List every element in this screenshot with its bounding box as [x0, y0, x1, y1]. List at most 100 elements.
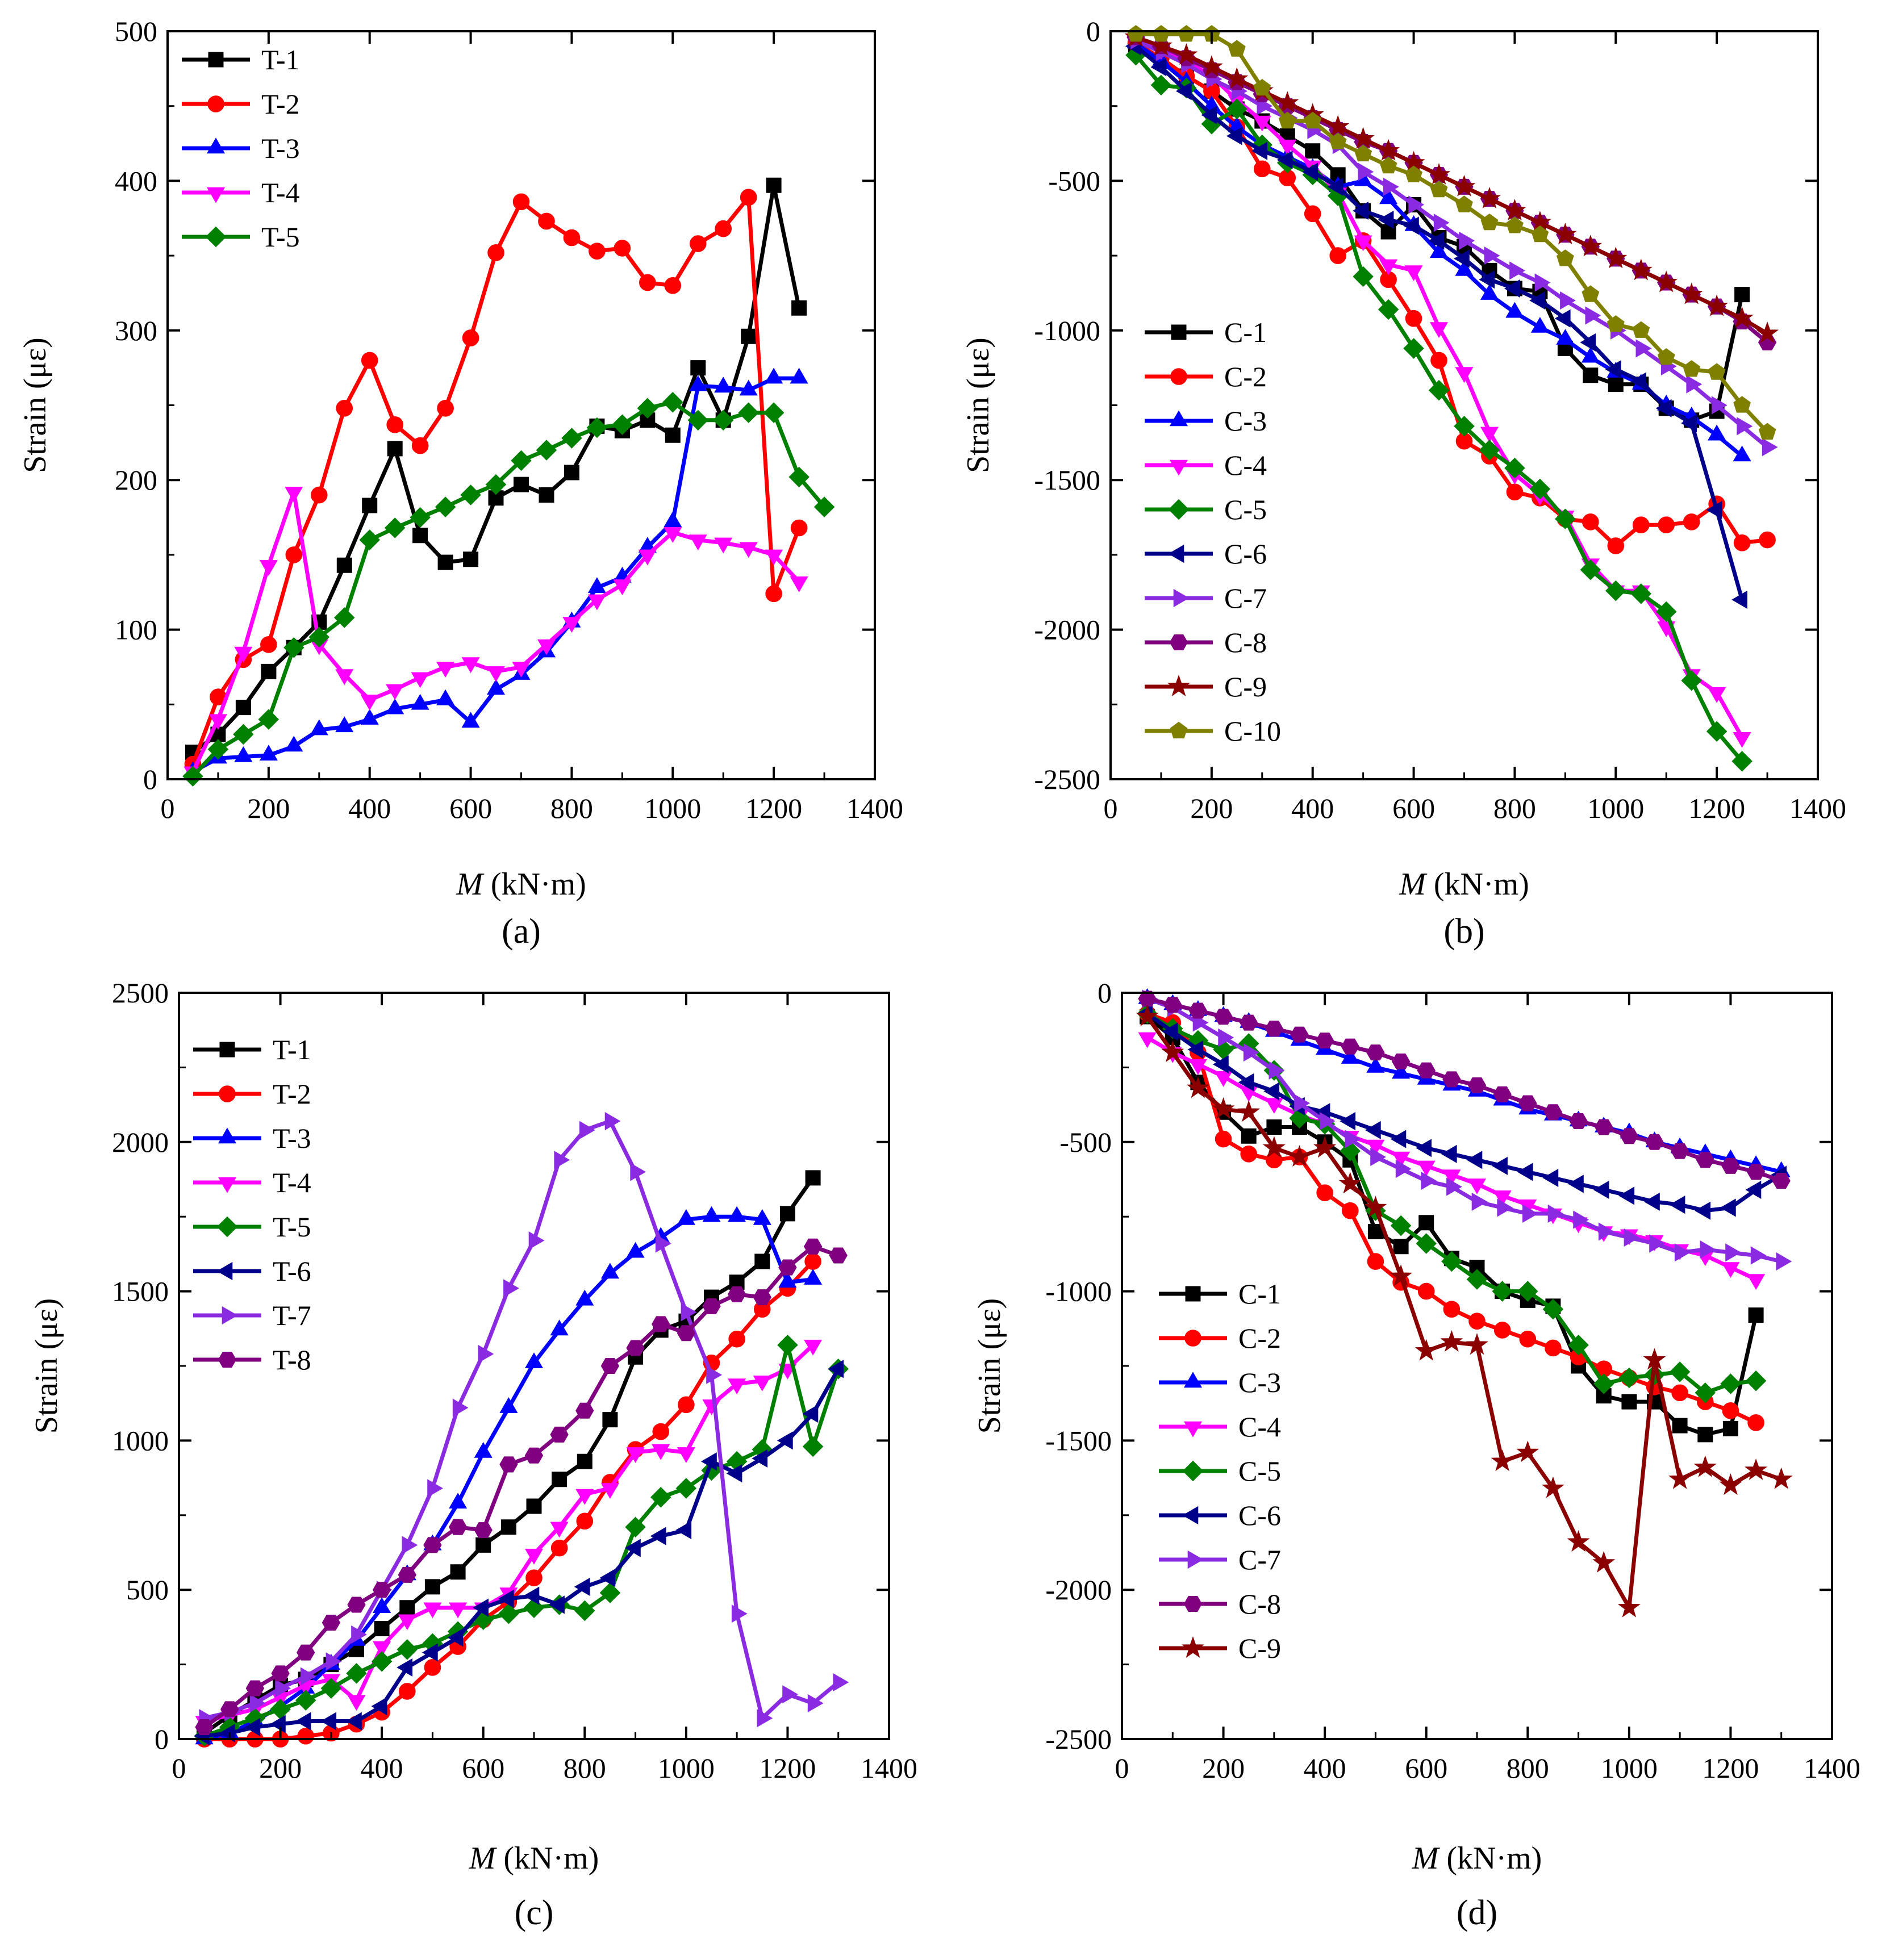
x-tick-label: 1400: [846, 792, 903, 824]
data-point: [1655, 399, 1672, 417]
data-point: [1377, 139, 1400, 161]
data-point: [753, 1209, 771, 1225]
data-point: [765, 367, 783, 384]
y-tick-label: -1000: [1045, 1276, 1112, 1307]
data-point: [1693, 1455, 1717, 1477]
x-tick-label: 0: [1104, 792, 1118, 824]
data-point: [1547, 1204, 1564, 1223]
data-point: [1186, 1076, 1209, 1098]
data-point: [260, 636, 277, 653]
data-point: [637, 398, 658, 419]
data-point: [599, 1569, 616, 1587]
data-point: [424, 1659, 441, 1676]
data-point: [1390, 1130, 1407, 1148]
x-tick-label: 1400: [1789, 792, 1846, 824]
data-point: [1759, 531, 1776, 549]
x-tick-label: 600: [449, 792, 492, 824]
data-point: [1266, 1119, 1282, 1135]
data-point: [1378, 299, 1399, 320]
data-point: [1353, 266, 1374, 287]
data-point: [525, 1569, 543, 1586]
data-point: [261, 663, 277, 679]
data-point: [1241, 1128, 1257, 1144]
data-point: [1556, 249, 1574, 266]
data-point: [1593, 1180, 1609, 1199]
legend-label: T-7: [273, 1299, 311, 1331]
data-point: [1568, 1175, 1584, 1193]
legend-item: C-1: [1159, 1278, 1281, 1310]
data-point: [1734, 287, 1750, 303]
data-point: [1455, 195, 1473, 212]
data-point: [1138, 1032, 1157, 1048]
data-point: [652, 1316, 670, 1332]
data-point: [1696, 1152, 1714, 1168]
data-point: [807, 1694, 824, 1712]
data-point: [589, 243, 606, 260]
x-axis-unit: (kN·m): [483, 867, 586, 902]
data-point: [1433, 214, 1450, 232]
data-point: [1152, 25, 1170, 42]
data-point: [554, 1151, 570, 1169]
data-point: [1519, 1330, 1537, 1348]
y-tick-label: 0: [143, 763, 157, 795]
data-point: [788, 466, 810, 488]
data-point: [677, 1325, 696, 1342]
series-t-7: [199, 1111, 849, 1728]
data-point: [402, 1536, 418, 1554]
series-line: [191, 400, 826, 778]
x-axis-variable: M: [1412, 1841, 1441, 1876]
data-point: [1541, 1476, 1564, 1498]
data-point: [1428, 231, 1445, 250]
data-point: [503, 1279, 519, 1298]
data-point: [270, 1715, 286, 1733]
data-point: [665, 427, 681, 443]
data-point: [208, 714, 227, 730]
data-point: [664, 277, 682, 294]
x-tick-label: 800: [564, 1752, 606, 1784]
data-point: [1459, 231, 1475, 250]
data-point: [398, 1614, 416, 1631]
data-point: [778, 1259, 797, 1276]
data-point: [1428, 379, 1450, 401]
data-point: [1545, 1339, 1562, 1357]
data-point: [478, 1344, 494, 1364]
data-point: [512, 193, 530, 210]
data-point: [652, 1423, 670, 1440]
data-point: [1379, 156, 1397, 174]
data-point: [1150, 58, 1167, 77]
data-point: [397, 1658, 413, 1677]
data-point: [1745, 1370, 1767, 1391]
data-point: [1178, 25, 1195, 42]
data-point: [372, 1582, 391, 1598]
data-point: [539, 487, 554, 503]
data-point: [1391, 1053, 1411, 1069]
series-line: [204, 1260, 815, 1741]
legend-label: T-1: [273, 1034, 311, 1065]
data-point: [1708, 687, 1726, 703]
data-point: [804, 1253, 821, 1270]
data-point: [498, 1603, 519, 1624]
data-point: [728, 1206, 746, 1222]
data-point: [259, 560, 278, 576]
series-line: [191, 490, 801, 773]
data-point: [777, 1431, 793, 1450]
legend-swatch-marker: [1169, 410, 1188, 427]
legend-label: T-3: [261, 132, 300, 164]
data-point: [1491, 1449, 1514, 1472]
data-point: [702, 1298, 721, 1314]
data-point: [1405, 165, 1422, 182]
data-point: [360, 695, 379, 711]
data-point: [475, 1537, 491, 1553]
y-tick-label: -1500: [1045, 1424, 1112, 1456]
x-tick-label: 1400: [861, 1752, 917, 1784]
data-point: [245, 1680, 265, 1696]
data-point: [283, 637, 304, 658]
data-point: [1340, 1140, 1361, 1161]
data-point: [604, 1111, 621, 1131]
data-point: [577, 1453, 592, 1469]
series-group: [182, 177, 835, 787]
data-point: [461, 657, 480, 674]
data-point: [1632, 321, 1650, 338]
data-point: [753, 1376, 771, 1391]
data-point: [740, 189, 757, 206]
